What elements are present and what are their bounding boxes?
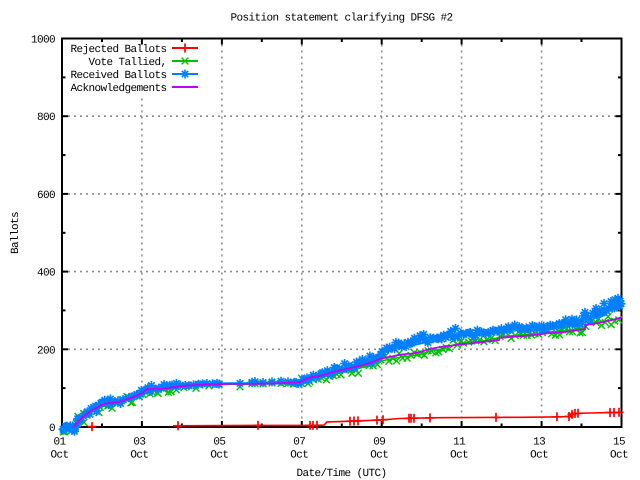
svg-text:03: 03 xyxy=(133,437,145,449)
svg-text:400: 400 xyxy=(37,268,55,280)
svg-text:0: 0 xyxy=(49,423,55,435)
svg-text:13: 13 xyxy=(533,437,545,449)
svg-text:05: 05 xyxy=(213,437,225,449)
svg-text:07: 07 xyxy=(293,437,305,449)
svg-text:01: 01 xyxy=(53,437,66,449)
svg-text:Received Ballots: Received Ballots xyxy=(70,70,166,82)
svg-text:1000: 1000 xyxy=(31,35,55,47)
svg-text:09: 09 xyxy=(373,437,385,449)
svg-text:Date/Time (UTC): Date/Time (UTC) xyxy=(296,468,386,480)
svg-text:Oct: Oct xyxy=(610,450,628,462)
svg-text:Vote Tallied,: Vote Tallied, xyxy=(88,57,166,69)
svg-text:Oct: Oct xyxy=(370,450,388,462)
svg-text:Oct: Oct xyxy=(210,450,228,462)
svg-text:11: 11 xyxy=(453,437,466,449)
svg-text:Acknowledgements: Acknowledgements xyxy=(70,83,166,95)
svg-text:Position statement clarifying: Position statement clarifying DFSG #2 xyxy=(230,13,452,25)
svg-text:200: 200 xyxy=(37,345,55,357)
svg-text:Oct: Oct xyxy=(50,450,68,462)
svg-text:15: 15 xyxy=(613,437,625,449)
svg-text:Oct: Oct xyxy=(530,450,548,462)
svg-text:800: 800 xyxy=(37,112,55,124)
svg-text:600: 600 xyxy=(37,190,55,202)
svg-text:Oct: Oct xyxy=(130,450,148,462)
svg-text:Ballots: Ballots xyxy=(10,212,22,254)
svg-text:Rejected Ballots: Rejected Ballots xyxy=(70,44,166,56)
svg-text:Oct: Oct xyxy=(450,450,468,462)
svg-text:Oct: Oct xyxy=(290,450,308,462)
